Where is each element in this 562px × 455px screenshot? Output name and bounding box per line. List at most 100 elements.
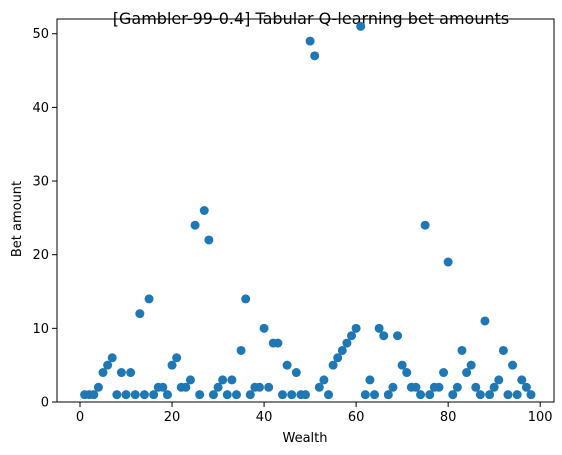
data-point <box>452 382 462 392</box>
data-point <box>89 390 99 400</box>
data-point <box>526 390 536 400</box>
data-point <box>172 353 182 363</box>
data-point <box>374 323 384 333</box>
data-point <box>462 368 472 378</box>
data-point <box>416 390 426 400</box>
data-point <box>277 390 287 400</box>
data-point <box>521 382 531 392</box>
data-point <box>480 316 490 326</box>
data-point <box>139 390 149 400</box>
data-point <box>135 309 145 319</box>
data-point <box>383 390 393 400</box>
data-point <box>231 390 241 400</box>
plot-frame <box>56 18 555 403</box>
data-point <box>195 390 205 400</box>
data-point <box>199 206 209 215</box>
data-point <box>218 375 228 385</box>
data-point <box>411 382 421 392</box>
data-point <box>379 331 389 341</box>
data-point <box>475 390 485 400</box>
data-point <box>287 390 297 400</box>
data-point <box>517 375 527 385</box>
data-point <box>328 360 338 370</box>
data-point <box>439 368 449 378</box>
data-point <box>397 360 407 370</box>
y-tick-label: 0 <box>41 396 49 411</box>
x-tick-label: 20 <box>164 410 181 425</box>
data-point <box>319 375 329 385</box>
data-point <box>503 390 513 400</box>
data-point <box>181 382 191 392</box>
data-point <box>485 390 495 400</box>
data-point <box>365 375 375 385</box>
x-tick-label: 60 <box>348 410 365 425</box>
data-point <box>314 382 324 392</box>
x-tick-label: 40 <box>256 410 273 425</box>
data-point <box>213 382 223 392</box>
data-point <box>434 382 444 392</box>
data-point <box>103 360 113 370</box>
data-point <box>167 360 177 370</box>
data-point <box>494 375 504 385</box>
y-tick-label: 20 <box>32 248 49 263</box>
data-point <box>333 353 343 363</box>
data-point <box>208 390 218 400</box>
y-axis-title: Bet amount <box>10 181 25 257</box>
data-points <box>80 21 536 400</box>
y-tick-label: 30 <box>32 175 49 190</box>
data-point <box>112 390 122 400</box>
data-point <box>301 390 310 400</box>
data-point <box>116 368 126 378</box>
data-point <box>342 338 352 348</box>
data-point <box>388 382 398 392</box>
data-point <box>273 338 283 348</box>
y-axis-ticks: 0 10 20 30 40 50 <box>32 27 57 411</box>
data-point <box>98 368 108 378</box>
data-point <box>471 382 481 392</box>
data-point <box>337 345 347 355</box>
data-point <box>402 368 412 378</box>
data-point <box>356 21 366 31</box>
x-axis-title: Wealth <box>282 431 327 446</box>
data-point <box>126 368 136 378</box>
data-point <box>245 390 255 400</box>
x-axis-ticks: 0 20 40 60 80 100 <box>76 402 553 425</box>
data-point <box>254 382 264 392</box>
data-point <box>107 353 117 363</box>
data-point <box>489 382 499 392</box>
data-point <box>448 390 458 400</box>
data-point <box>351 323 361 333</box>
y-tick-label: 40 <box>32 101 49 116</box>
x-tick-label: 0 <box>76 410 84 425</box>
data-point <box>393 331 403 341</box>
data-point <box>305 36 315 46</box>
data-point <box>425 390 435 400</box>
data-point <box>360 390 370 400</box>
x-tick-label: 100 <box>528 410 553 425</box>
y-tick-label: 10 <box>32 322 49 337</box>
data-point <box>259 323 269 333</box>
data-point <box>222 390 232 400</box>
data-point <box>190 220 200 230</box>
data-point <box>204 235 214 245</box>
data-point <box>282 360 292 370</box>
data-point <box>241 294 251 304</box>
data-point <box>236 345 246 355</box>
data-point <box>347 331 357 341</box>
data-point <box>291 368 301 378</box>
data-point <box>457 345 467 355</box>
data-point <box>508 360 518 370</box>
data-point <box>130 390 140 400</box>
data-point <box>121 390 131 400</box>
x-tick-label: 80 <box>440 410 457 425</box>
data-point <box>466 360 476 370</box>
data-point <box>264 382 274 392</box>
data-point <box>144 294 154 304</box>
data-point <box>162 390 172 400</box>
data-point <box>227 375 237 385</box>
y-tick-label: 50 <box>32 27 49 42</box>
data-point <box>370 390 380 400</box>
data-point <box>158 382 168 392</box>
data-point <box>310 51 320 61</box>
